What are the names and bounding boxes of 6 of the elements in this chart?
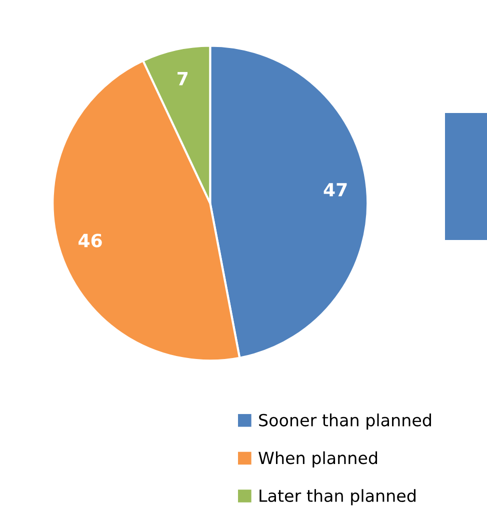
data-label: 7 [178,72,188,86]
data-label: 47 [324,183,347,196]
legend-label: When planned [258,451,378,468]
legend-label: Later than planned [260,489,416,506]
legend-label: Sooner than planned [259,414,431,430]
data-label: 46 [78,234,102,248]
